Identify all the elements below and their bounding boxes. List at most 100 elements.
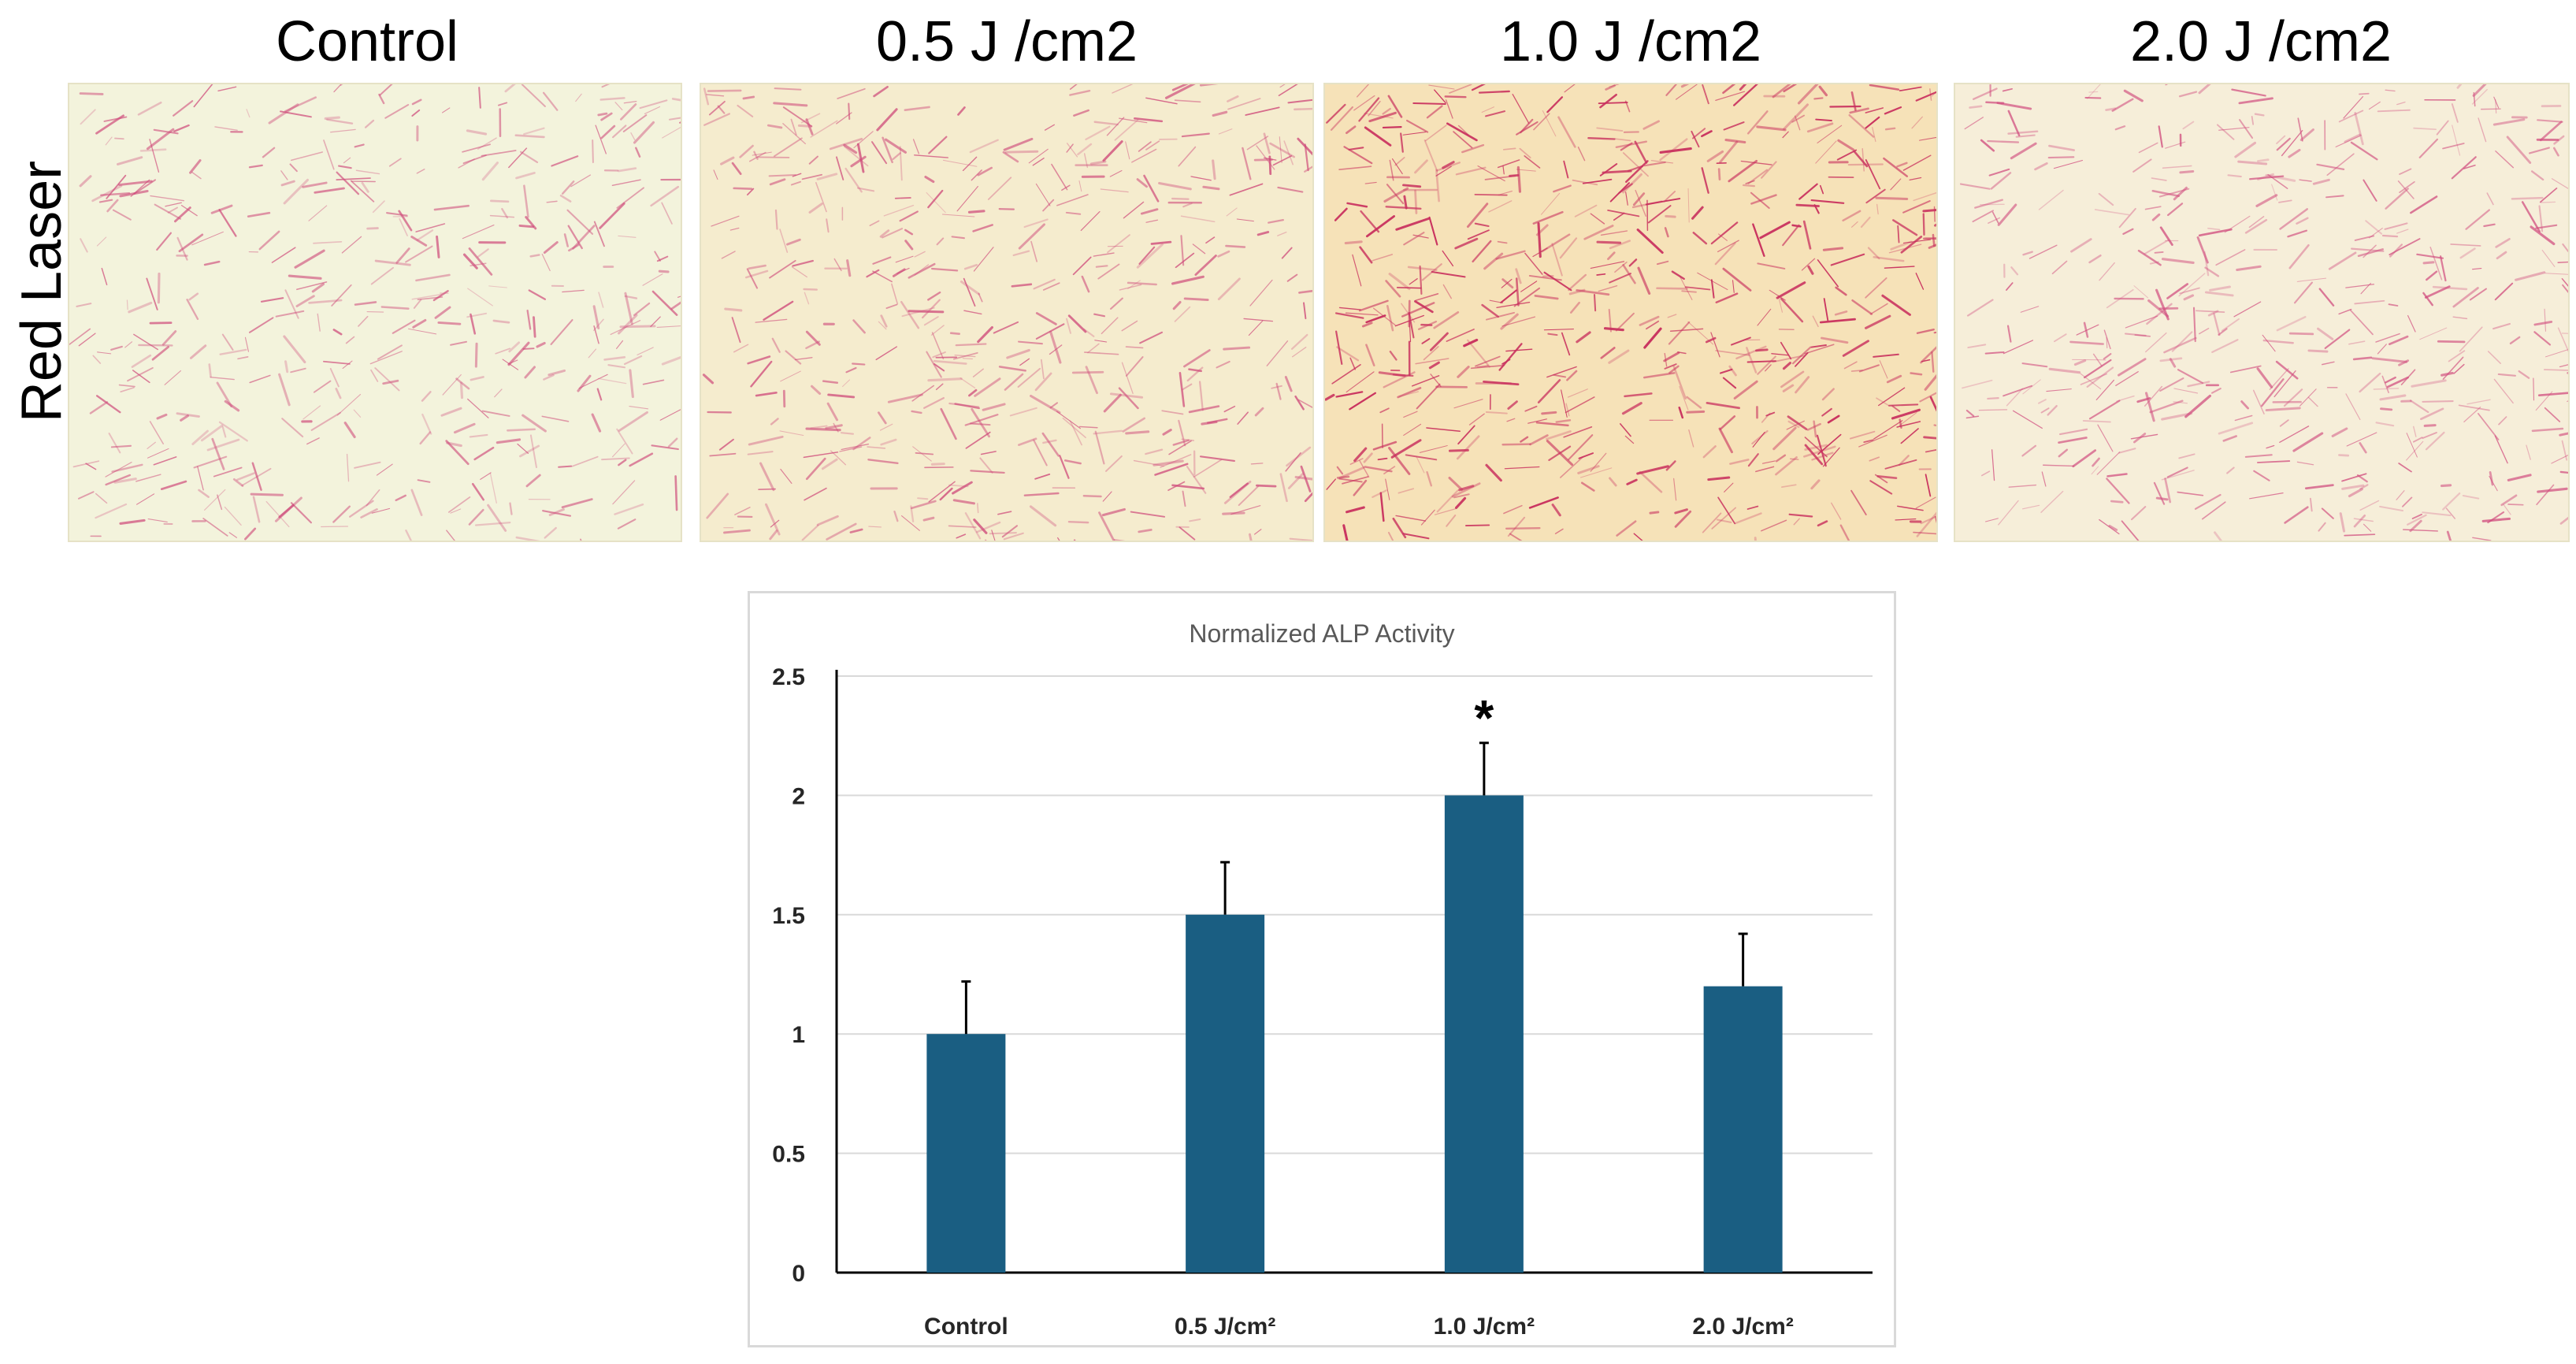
stained-cell — [176, 236, 188, 261]
stained-cell — [153, 128, 179, 135]
stained-cell — [1230, 505, 1261, 515]
stained-cell — [651, 290, 678, 316]
stained-cell — [278, 504, 295, 518]
stained-cell — [671, 98, 681, 102]
stained-cell — [2136, 397, 2151, 403]
stained-cell — [1883, 157, 1909, 177]
stained-cell — [702, 374, 715, 385]
stained-cell — [2279, 419, 2289, 427]
stained-cell — [607, 364, 626, 369]
stained-cell — [1534, 294, 1559, 300]
stained-cell — [2115, 370, 2139, 386]
stained-cell — [1863, 439, 1874, 444]
stained-cell — [822, 380, 839, 384]
stained-cell — [1546, 366, 1577, 378]
stained-cell — [998, 366, 1026, 372]
stained-cell — [218, 209, 237, 237]
stained-cell — [1275, 382, 1282, 400]
stained-cell — [887, 393, 923, 403]
stained-cell — [1067, 314, 1087, 333]
stained-cell — [1189, 518, 1201, 522]
stained-cell — [1714, 242, 1736, 266]
stained-cell — [1798, 183, 1818, 200]
stained-cell — [1505, 348, 1533, 352]
stained-cell — [1458, 485, 1475, 492]
stained-cell — [1757, 308, 1772, 326]
stained-cell — [1113, 539, 1126, 541]
stained-cell — [2051, 260, 2068, 275]
stained-cell — [2053, 333, 2067, 343]
stained-cell — [2477, 413, 2500, 440]
stained-cell — [2184, 394, 2211, 418]
stained-cell — [2161, 258, 2195, 264]
stained-cell — [522, 414, 547, 433]
stained-cell — [2307, 396, 2318, 407]
stained-cell — [445, 440, 470, 466]
stained-cell — [80, 238, 88, 253]
stained-cell — [477, 137, 497, 150]
stained-cell — [1223, 405, 1236, 413]
stained-cell — [1065, 211, 1082, 215]
stained-cell — [1815, 118, 1832, 122]
stained-cell — [114, 137, 124, 140]
stained-cell — [2518, 370, 2530, 379]
stained-cell — [1035, 312, 1057, 325]
stained-cell — [1436, 162, 1461, 172]
stained-cell — [1127, 280, 1141, 289]
stained-cell — [1093, 121, 1119, 126]
stained-cell — [930, 463, 945, 466]
stained-cell — [748, 264, 766, 270]
stained-cell — [1865, 159, 1881, 190]
stained-cell — [2422, 432, 2437, 439]
stained-cell — [1915, 91, 1936, 102]
stained-cell — [733, 344, 749, 353]
stained-cell — [2348, 488, 2363, 498]
stained-cell — [2541, 249, 2556, 267]
stained-cell — [1006, 348, 1030, 359]
stained-cell — [2398, 463, 2412, 473]
stained-cell — [894, 197, 911, 199]
stained-cell — [1795, 115, 1801, 131]
stained-cell — [2356, 474, 2368, 483]
stained-cell — [2118, 448, 2136, 454]
stained-cell — [1622, 152, 1649, 177]
stained-cell — [1049, 330, 1062, 364]
stained-cell — [1415, 292, 1439, 301]
stained-cell — [151, 345, 170, 361]
stained-cell — [1821, 388, 1835, 401]
stained-cell — [331, 284, 352, 307]
stained-cell — [1835, 286, 1847, 296]
stained-cell — [2531, 427, 2564, 433]
stained-cell — [1112, 84, 1134, 94]
stained-cell — [2345, 393, 2361, 421]
stained-cell — [810, 385, 822, 396]
stained-cell — [508, 147, 528, 169]
stained-cell — [2187, 381, 2210, 388]
stained-cell — [1984, 518, 1999, 522]
stained-cell — [388, 158, 402, 167]
stained-cell — [1406, 119, 1429, 133]
stained-cell — [1679, 275, 1693, 300]
stained-cell — [1338, 307, 1362, 310]
stained-cell — [1138, 246, 1156, 265]
stained-cell — [522, 348, 535, 350]
stained-cell — [178, 233, 204, 253]
stained-cell — [313, 240, 343, 244]
stained-cell — [2003, 340, 2034, 355]
stained-cell — [1484, 175, 1516, 180]
stained-cell — [1636, 465, 1669, 475]
stained-cell — [237, 356, 249, 360]
stained-cell — [2536, 484, 2555, 506]
stained-cell — [2316, 163, 2345, 170]
stained-cell — [1787, 420, 1800, 429]
stained-cell — [611, 179, 641, 187]
stained-cell — [2092, 353, 2103, 367]
stained-cell — [137, 101, 162, 116]
stained-cell — [380, 306, 410, 310]
stained-cell — [1669, 328, 1704, 332]
stained-cell — [410, 489, 423, 516]
stained-cell — [848, 102, 851, 121]
stained-cell — [2083, 321, 2089, 338]
stained-cell — [2426, 270, 2438, 281]
stained-cell — [2380, 407, 2393, 411]
